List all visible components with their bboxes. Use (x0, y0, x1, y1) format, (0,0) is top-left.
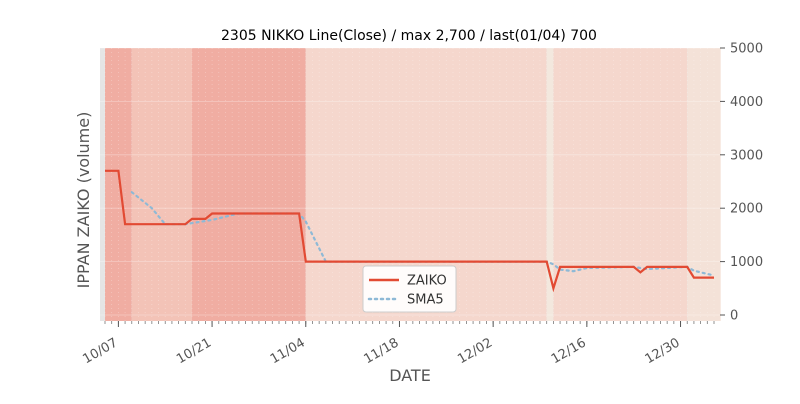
background-band-6 (687, 48, 721, 321)
series-line-zaiko (105, 169, 714, 293)
series-layer (105, 169, 716, 293)
x-axis-label: DATE (389, 366, 431, 385)
legend-box (362, 265, 457, 313)
y-tick-label: 3000 (730, 148, 763, 163)
y-tick-label: 4000 (730, 95, 763, 110)
y-axis: 0 1000 2000 3000 4000 5000 (720, 42, 763, 324)
legend: ZAIKO SMA5 (362, 265, 457, 313)
background-band-4 (546, 48, 554, 321)
background-bands (105, 48, 721, 321)
background-band-0 (105, 48, 132, 321)
legend-zaiko-label: ZAIKO (407, 274, 447, 289)
y-tick-label: 5000 (730, 42, 763, 57)
y-tick-label: 0 (730, 309, 738, 324)
gridlines (100, 47, 720, 321)
background-band-1 (131, 48, 192, 321)
chart-title: 2305 NIKKO Line(Close) / max 2,700 / las… (221, 28, 597, 44)
y-axis-label: IPPAN ZAIKO (volume) (74, 112, 93, 289)
background-band-2 (192, 48, 306, 321)
legend-sma5-label: SMA5 (407, 293, 444, 308)
background-band-5 (553, 48, 688, 321)
y-tick-label: 2000 (730, 202, 763, 217)
y-tick-label: 1000 (730, 255, 763, 270)
